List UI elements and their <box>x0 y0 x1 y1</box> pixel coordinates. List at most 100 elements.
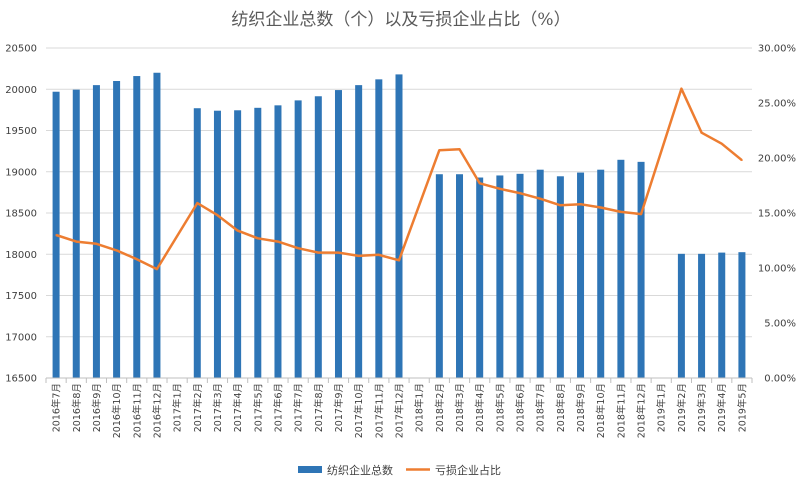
bar-series <box>52 72 746 379</box>
x-tick-label: 2018年2月 <box>434 383 446 432</box>
bar <box>254 107 262 378</box>
legend-line-label: 亏损企业占比 <box>435 463 501 477</box>
right-tick-label: 0.00% <box>764 374 796 385</box>
x-tick-label: 2017年8月 <box>313 383 325 432</box>
x-tick-label: 2017年5月 <box>252 383 264 432</box>
legend: 纺织企业总数 亏损企业占比 <box>298 463 501 477</box>
left-tick-label: 17500 <box>5 291 37 302</box>
bar <box>334 90 342 378</box>
x-tick-label: 2018年8月 <box>555 383 567 432</box>
line-point <box>741 159 743 161</box>
x-tick-label: 2018年4月 <box>474 383 486 432</box>
bar <box>234 110 242 378</box>
x-tick-label: 2018年12月 <box>636 383 648 438</box>
x-tick-label: 2017年1月 <box>172 383 184 432</box>
bar <box>294 100 302 378</box>
x-tick-label: 2019年5月 <box>736 383 748 432</box>
line-point <box>720 142 723 145</box>
right-tick-label: 5.00% <box>764 319 796 330</box>
bar <box>456 174 464 378</box>
right-tick-label: 20.00% <box>758 154 796 165</box>
bar <box>536 169 544 378</box>
bar <box>617 159 625 378</box>
bar <box>375 79 383 378</box>
line-point <box>579 203 582 205</box>
line-point <box>378 254 380 256</box>
chart-title: 纺织企业总数（个）以及亏损企业占比（%） <box>231 10 570 30</box>
x-tick-label: 2017年3月 <box>212 383 224 432</box>
bar <box>637 161 645 378</box>
line-point <box>115 249 118 252</box>
line-point <box>357 255 360 257</box>
line-point <box>317 251 320 254</box>
x-tick-label: 2017年2月 <box>192 383 204 432</box>
line-point <box>297 247 299 249</box>
legend-bar-label: 纺织企业总数 <box>327 463 393 477</box>
x-tick-label: 2016年12月 <box>151 383 163 438</box>
x-tick-label: 2018年11月 <box>615 383 627 438</box>
left-tick-label: 20000 <box>5 85 37 96</box>
left-tick-label: 20500 <box>5 44 37 55</box>
x-tick-label: 2018年9月 <box>575 383 587 432</box>
left-tick-label: 17000 <box>5 332 37 343</box>
line-point <box>95 243 98 245</box>
x-axis: 2016年7月 2016年8月 2016年9月 2016年10月 2016年11月 201… <box>45 377 753 438</box>
bar <box>113 81 121 378</box>
bar <box>556 176 564 378</box>
x-tick-label: 2017年6月 <box>272 383 284 432</box>
left-tick-label: 19000 <box>5 167 37 178</box>
x-tick-label: 2016年10月 <box>111 383 123 438</box>
x-tick-label: 2016年7月 <box>51 383 63 432</box>
bar <box>516 173 524 378</box>
bar <box>193 108 201 378</box>
x-tick-label: 2016年11月 <box>131 383 143 438</box>
line-series-path <box>55 87 743 271</box>
line-point <box>519 192 521 194</box>
line-point <box>478 182 481 185</box>
bar <box>355 85 363 378</box>
line-point <box>640 213 642 215</box>
line-point <box>559 204 562 207</box>
bar <box>314 96 322 378</box>
line-point <box>216 214 219 216</box>
left-tick-label: 16500 <box>5 374 37 385</box>
line-point <box>539 197 541 200</box>
x-tick-label: 2019年2月 <box>676 383 688 432</box>
right-tick-label: 15.00% <box>758 209 796 220</box>
right-tick-label: 10.00% <box>758 264 796 275</box>
x-tick-label: 2019年1月 <box>656 383 668 432</box>
x-tick-label: 2018年7月 <box>535 383 547 432</box>
line-point <box>277 240 279 243</box>
x-tick-label: 2019年4月 <box>716 383 728 432</box>
bar <box>738 252 746 378</box>
bar <box>496 175 504 378</box>
line-point <box>398 259 400 262</box>
x-tick-label: 2017年7月 <box>293 383 305 432</box>
left-tick-label: 18000 <box>5 250 37 261</box>
left-tick-label: 19500 <box>5 126 37 137</box>
line-point <box>257 237 259 240</box>
x-tick-label: 2018年3月 <box>454 383 466 432</box>
bar <box>476 177 484 378</box>
x-tick-label: 2016年8月 <box>71 383 83 432</box>
bar <box>395 74 403 379</box>
line-point <box>196 202 199 204</box>
bar <box>72 89 80 378</box>
x-tick-label: 2018年1月 <box>414 383 426 432</box>
left-tick-label: 18500 <box>5 209 37 220</box>
x-tick-label: 2018年6月 <box>515 383 527 432</box>
line-point <box>236 229 239 232</box>
right-tick-label: 30.00% <box>758 44 796 55</box>
x-tick-label: 2017年10月 <box>353 383 365 438</box>
bar <box>698 253 706 378</box>
line-point <box>458 148 461 150</box>
x-tick-label: 2018年5月 <box>494 383 506 432</box>
bar <box>92 85 100 378</box>
x-tick-label: 2019年3月 <box>696 383 708 432</box>
line-point <box>620 211 622 213</box>
line-point <box>75 240 78 243</box>
bar <box>435 174 443 378</box>
right-axis: 0.00% 5.00% 10.00% 15.00% 20.00% 25.00% 30.00% <box>758 44 796 385</box>
bar <box>577 172 585 378</box>
